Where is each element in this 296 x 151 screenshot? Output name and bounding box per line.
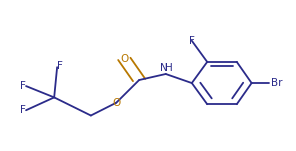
Text: O: O <box>120 54 128 64</box>
Text: F: F <box>20 81 26 91</box>
Text: H: H <box>165 63 173 73</box>
Text: F: F <box>20 105 26 115</box>
Text: F: F <box>57 61 62 71</box>
Text: Br: Br <box>271 78 282 88</box>
Text: O: O <box>112 98 120 108</box>
Text: N: N <box>160 63 168 73</box>
Text: F: F <box>189 36 195 46</box>
